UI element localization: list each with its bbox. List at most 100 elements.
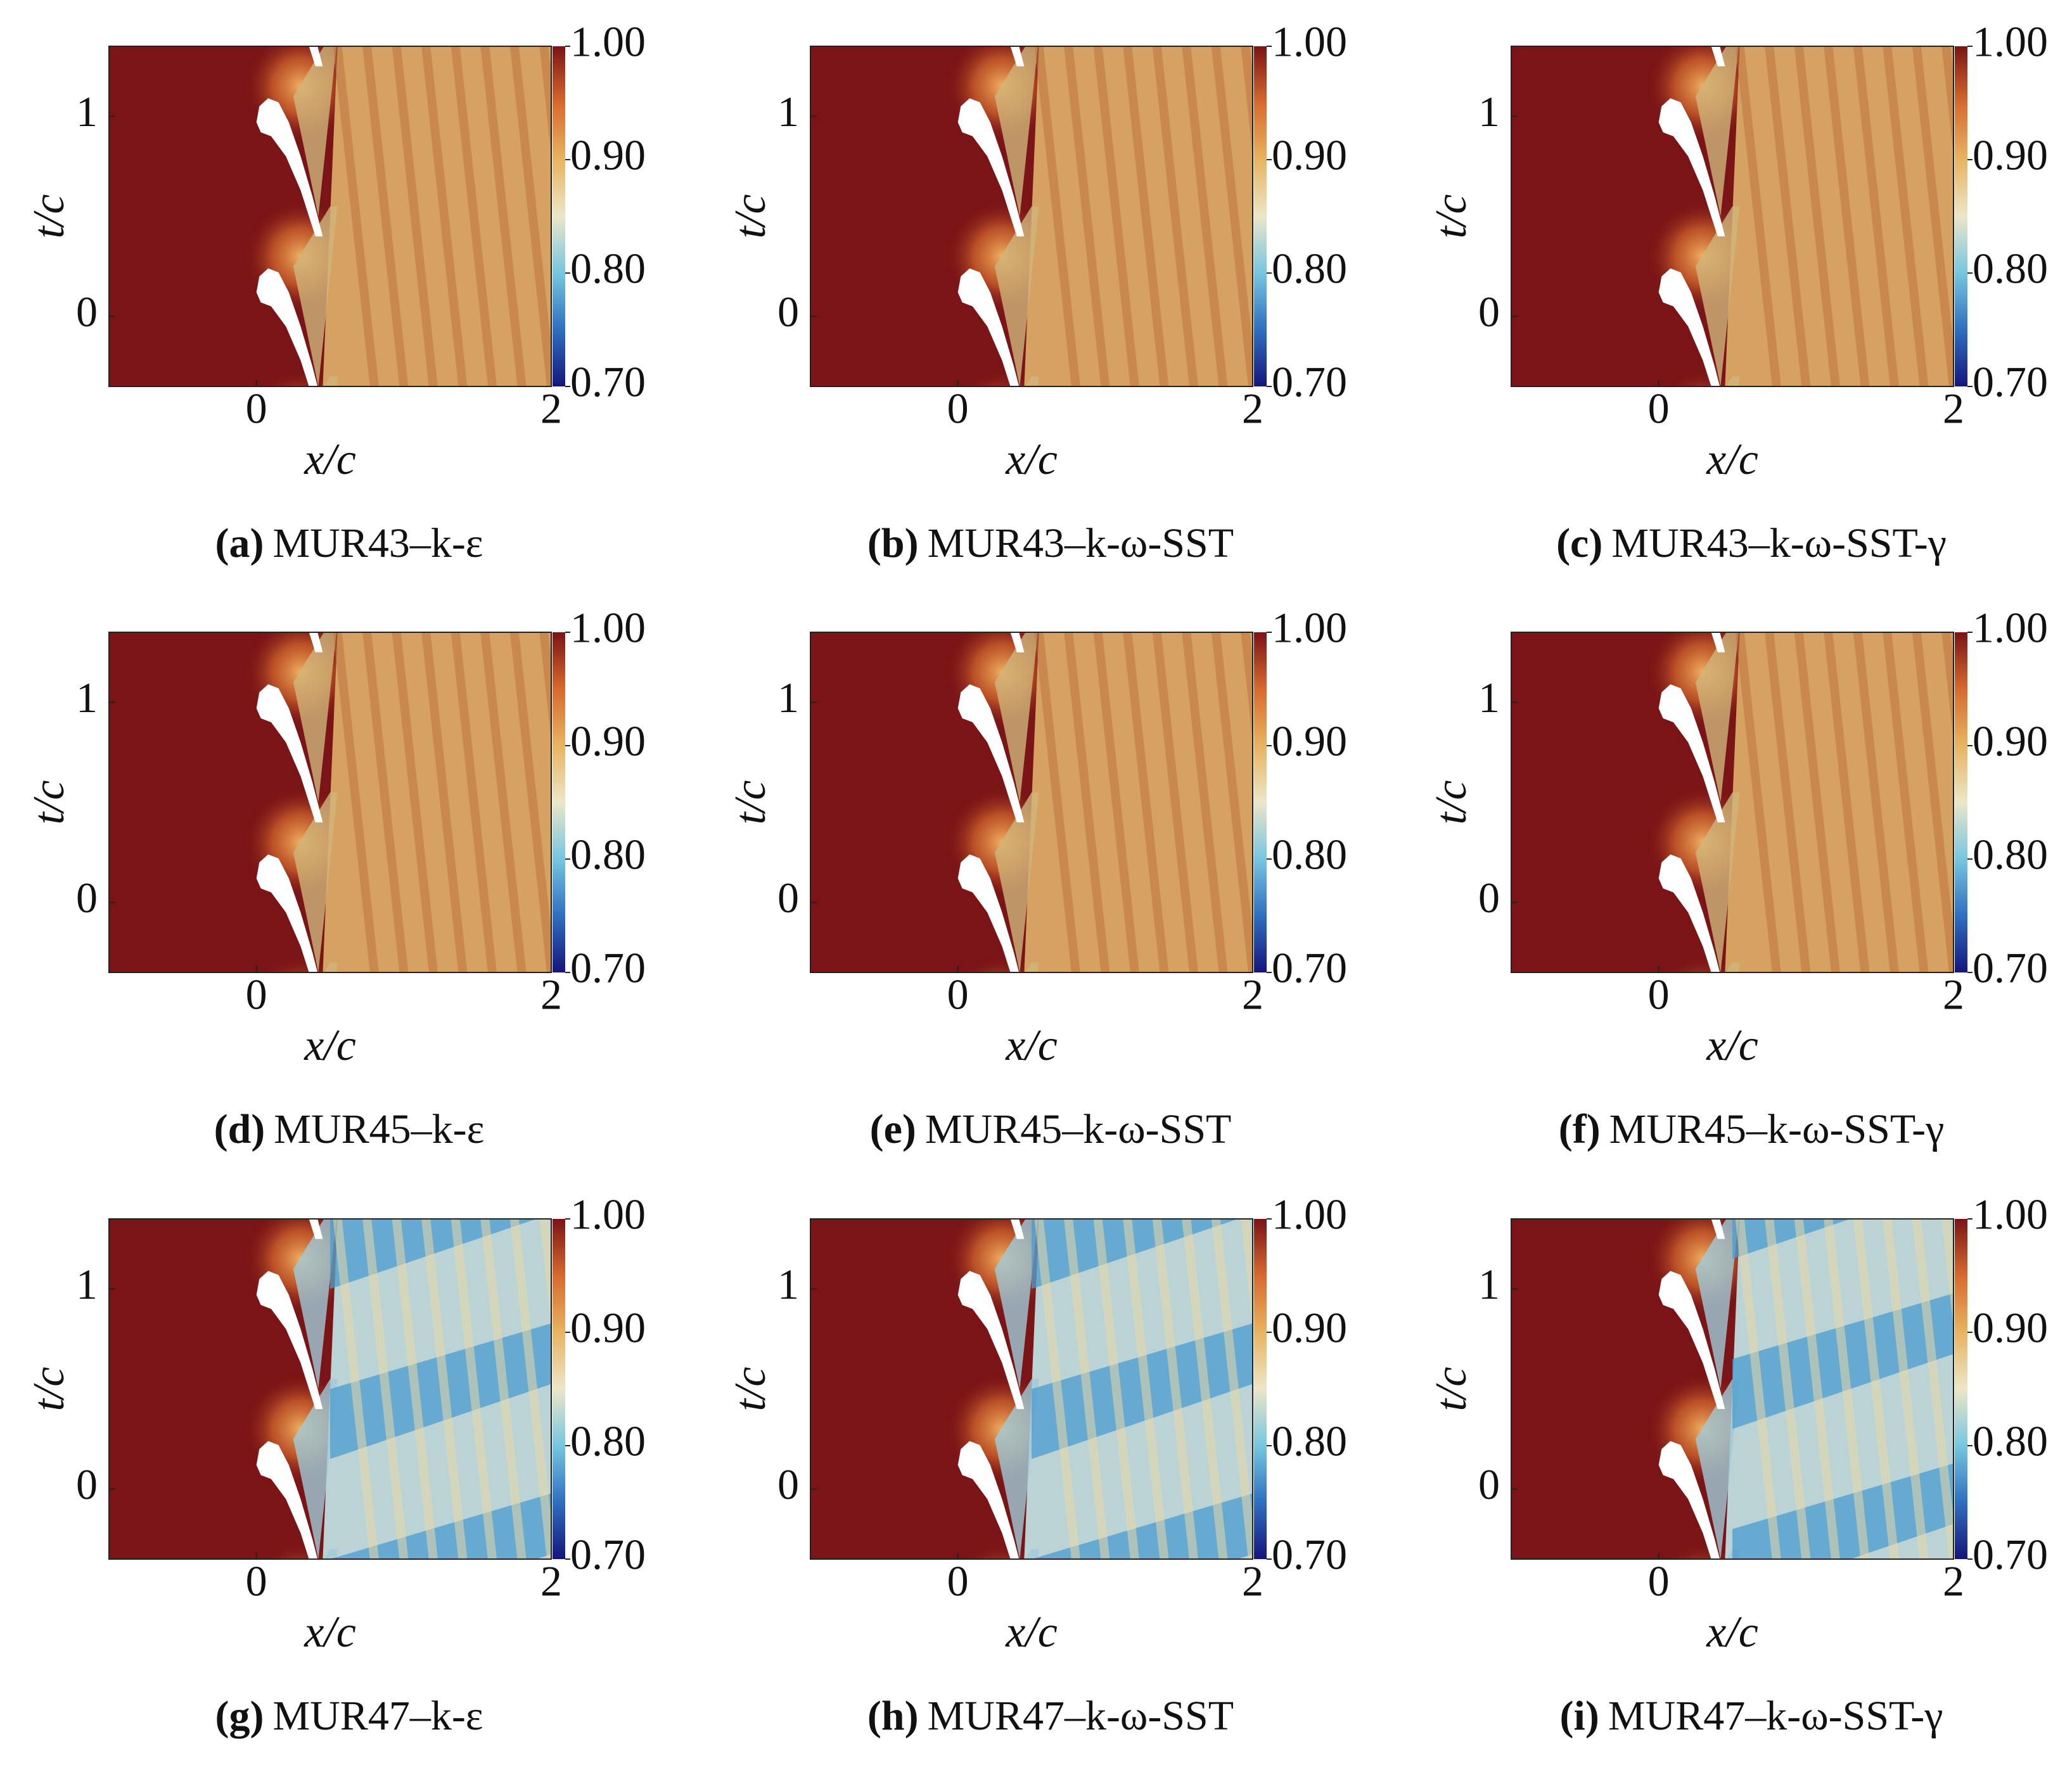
glow [260,369,342,386]
colorbar-tick-label: 0.80 [570,245,646,293]
x-axis-label: x/c [1005,1608,1058,1657]
caption-text: MUR47–k-ω-SST-γ [1608,1693,1943,1739]
caption-label: (i) [1560,1693,1599,1739]
y-tick-label: 1 [1478,87,1500,136]
caption-label: (d) [214,1106,265,1152]
passage [1726,376,1740,386]
wave-stripe [1241,46,1253,156]
glow [961,369,1043,386]
blade [957,684,1025,823]
colorbar-tick-label: 1.00 [1272,604,1347,652]
x-tick-label: 0 [947,385,969,433]
wave-stripe [421,632,468,972]
x-tick-label: 0 [246,385,267,433]
caption: (f) MUR45–k-ω-SST-γ [1559,1106,1945,1152]
colorbar-tick-label: 0.70 [570,1531,646,1579]
caption: (e) MUR45–k-ω-SST [870,1106,1232,1152]
caption-label: (e) [870,1106,916,1152]
wave-stripe [1883,632,1929,972]
x-tick-label: 2 [1943,1557,1964,1605]
y-tick-label: 0 [76,288,98,336]
plot-frame [810,632,1253,973]
colorbar-tick-label: 0.80 [570,1417,646,1465]
blade [1658,98,1725,237]
colorbar-tick-label: 0.70 [570,944,646,992]
wave-stripe [1824,632,1870,972]
wave-stripe [1034,1219,1080,1559]
wave-stripe [1794,1219,1840,1559]
glow [1662,369,1744,386]
wave-stripe [333,632,379,972]
x-axis-label: x/c [1706,1021,1758,1070]
colorbar [1955,46,1967,386]
wave-stripe [1765,46,1811,386]
wave-stripe [392,1219,438,1559]
colorbar-tick-label: 0.80 [1272,245,1347,293]
plot-frame [810,46,1253,387]
blade [256,1271,323,1410]
caption-text: MUR43–k-ε [272,520,483,566]
wave-stripe [451,46,497,386]
blade [1010,1219,1025,1239]
blade [1658,1441,1720,1559]
plot-frame [1511,1218,1954,1560]
colorbar-tick-label: 0.90 [1272,1304,1347,1352]
passage [324,962,338,972]
caption: (h) MUR47–k-ω-SST [867,1693,1234,1739]
caption-label: (b) [867,520,919,566]
wave-stripe [1064,1219,1110,1559]
wave-stripe [1211,632,1253,972]
wave-stripe [1211,46,1253,386]
passage [324,376,338,386]
caption: (b) MUR43–k-ω-SST [867,520,1234,566]
wave-stripe [1883,1219,1929,1559]
wave-stripe [539,632,551,742]
wave-stripe [509,1219,551,1559]
wave-stripe [1152,46,1198,386]
y-tick-label: 1 [76,1260,98,1308]
colorbar [553,632,565,972]
colorbar-tick-label: 0.70 [1973,358,2048,406]
wave-stripe [1912,46,1954,386]
blade [1658,1271,1725,1410]
colorbar-tick-label: 0.90 [1272,717,1347,765]
wave-stripe [1941,1219,1954,1329]
blade [1658,268,1720,386]
low-band [330,1493,551,1559]
field [1511,632,1954,972]
plot-frame [1511,632,1954,973]
passage [293,46,336,217]
plot-frame [810,1218,1253,1560]
x-tick-label: 0 [947,1557,969,1605]
caption-text: MUR43–k-ω-SST-γ [1611,520,1947,566]
wave-stripe [1912,632,1954,972]
y-tick-label: 1 [777,1260,799,1308]
y-tick-label: 0 [777,288,799,336]
passage [293,1219,336,1389]
y-tick-label: 0 [76,874,98,922]
x-tick-label: 2 [1242,971,1263,1019]
colorbar-tick-label: 0.90 [570,1304,646,1352]
x-axis-label: x/c [304,1021,356,1070]
passage [994,1219,1038,1389]
blade [256,1441,318,1559]
colorbar-tick-label: 1.00 [570,604,646,652]
wave-stripe [509,46,551,386]
passage [1695,46,1739,217]
glow [961,1542,1043,1559]
blade [957,268,1020,386]
x-tick-label: 2 [1943,971,1964,1019]
blade [256,268,318,386]
colorbar-tick-label: 0.90 [1272,131,1347,179]
glow [260,955,342,972]
blade [1711,1219,1725,1239]
colorbar-tick-label: 0.90 [1973,717,2048,765]
field [109,632,551,972]
wave-stripe [1735,632,1781,972]
passage [994,206,1039,386]
panel: 0 2 0 1 x/c t/c 1.00 0.90 0.80 0.70 (b) MUR43–k-ω-S… [726,18,1347,567]
wave-stripe [1123,46,1169,386]
panel: 0 2 0 1 x/c t/c 1.00 0.90 0.80 0.70 (f) MUR45–k-ω-S… [1427,604,2048,1153]
caption-label: (c) [1556,520,1602,566]
